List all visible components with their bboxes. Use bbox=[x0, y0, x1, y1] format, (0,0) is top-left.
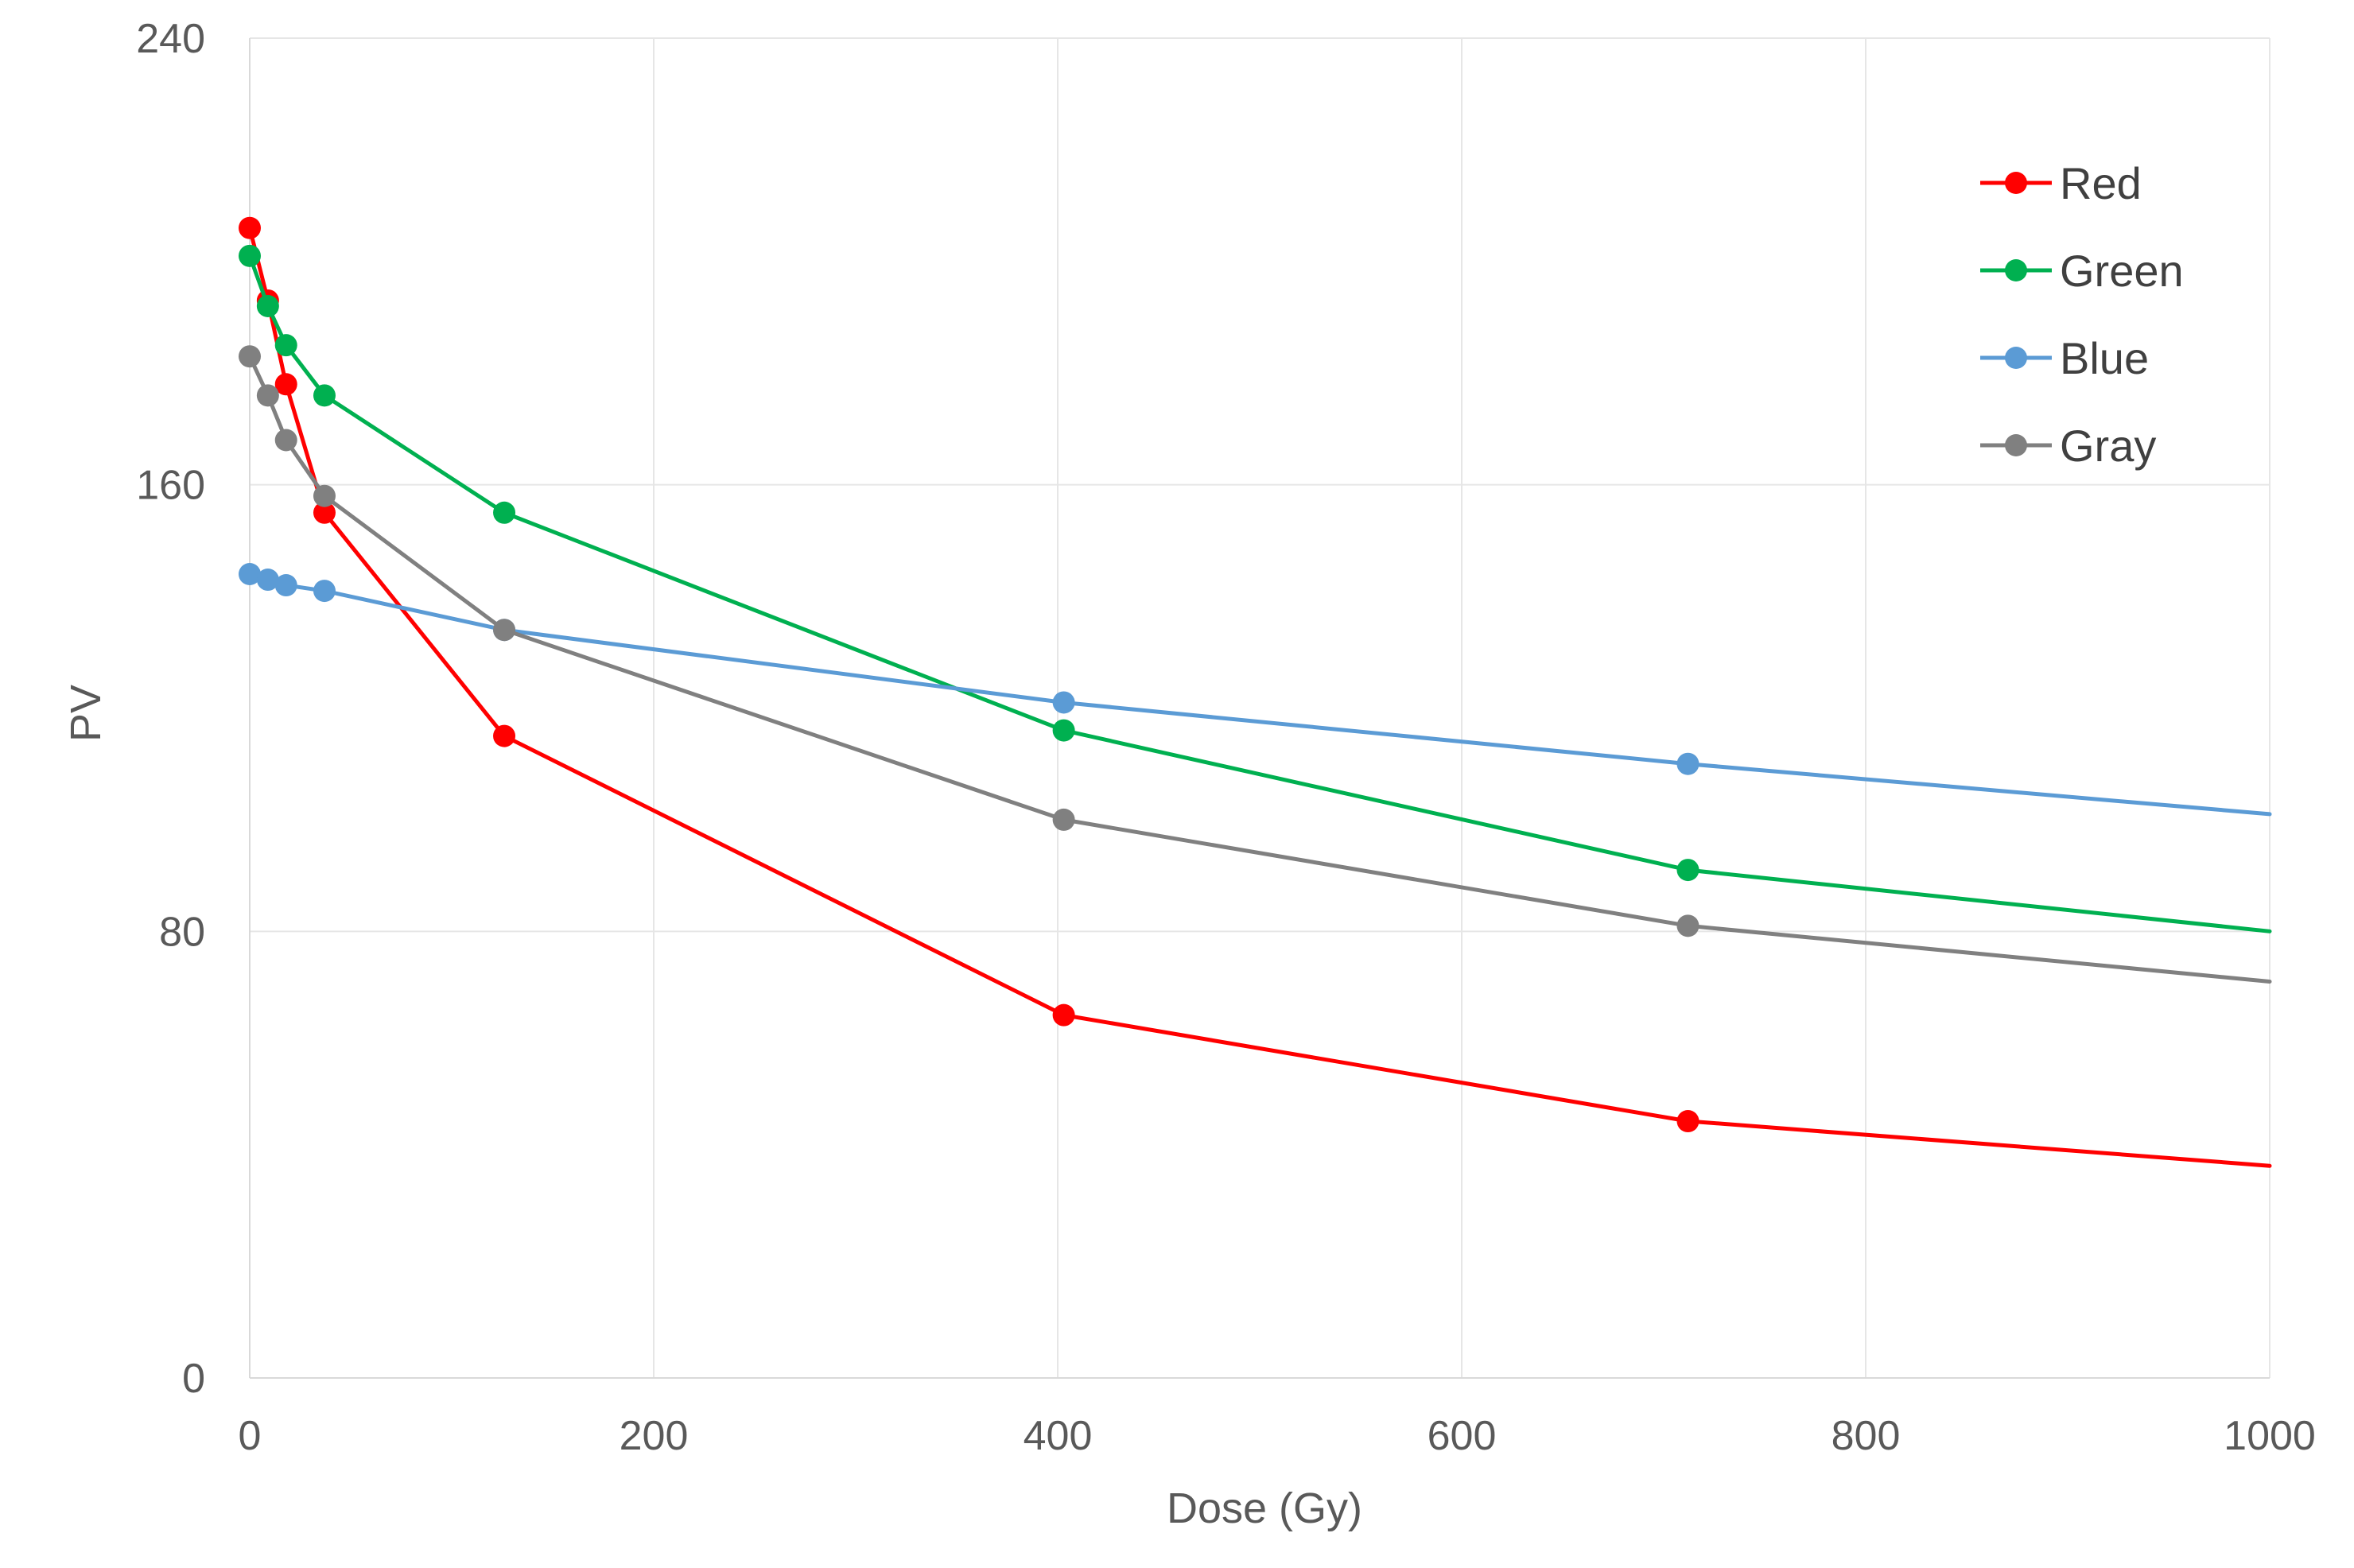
series-line-red bbox=[247, 226, 2272, 1168]
series-line-blue bbox=[247, 572, 2272, 817]
data-point-blue bbox=[274, 574, 297, 597]
data-point-green bbox=[256, 295, 279, 317]
data-point-blue bbox=[256, 569, 279, 592]
data-point-gray bbox=[1676, 914, 1699, 937]
data-point-green bbox=[1052, 719, 1075, 742]
data-point-gray bbox=[239, 345, 261, 368]
legend-label: Red bbox=[2060, 158, 2142, 208]
data-point-gray bbox=[274, 429, 297, 452]
data-point-green bbox=[239, 244, 261, 267]
series-line-green bbox=[247, 254, 2272, 933]
data-point-blue bbox=[313, 580, 336, 603]
axis-layer: 0 200 400 600 800 1000 0 80 160 240 bbox=[136, 16, 2316, 1459]
grid-layer bbox=[250, 37, 2270, 1378]
x-tick-label: 600 bbox=[1428, 1413, 1497, 1459]
x-tick-label: 0 bbox=[239, 1413, 262, 1459]
legend-swatch-marker bbox=[2005, 259, 2027, 281]
x-tick-label: 200 bbox=[620, 1413, 689, 1459]
data-point-red bbox=[274, 373, 297, 396]
legend-label: Blue bbox=[2060, 333, 2149, 383]
data-point-gray bbox=[493, 619, 516, 642]
data-point-green bbox=[274, 334, 297, 357]
legend-label: Gray bbox=[2060, 421, 2156, 471]
data-point-red bbox=[1676, 1110, 1699, 1133]
data-point-red bbox=[313, 501, 336, 524]
x-axis-title: Dose (Gy) bbox=[1167, 1485, 1362, 1532]
data-point-green bbox=[493, 501, 516, 524]
y-axis-title: PV bbox=[62, 685, 110, 742]
data-point-red bbox=[1052, 1003, 1075, 1027]
legend-item-red: Red bbox=[1980, 158, 2142, 208]
data-point-gray bbox=[256, 384, 279, 407]
data-point-blue bbox=[239, 563, 261, 585]
data-point-green bbox=[1676, 859, 1699, 882]
series-blue bbox=[239, 563, 2272, 817]
legend-layer: Red Green Blue Gray bbox=[1980, 158, 2184, 471]
legend-item-blue: Blue bbox=[1980, 333, 2149, 383]
legend-swatch-marker bbox=[2005, 347, 2027, 369]
data-point-gray bbox=[313, 484, 336, 507]
x-tick-label: 1000 bbox=[2224, 1413, 2316, 1459]
series-red bbox=[239, 216, 2272, 1168]
data-point-red bbox=[493, 724, 516, 747]
legend-item-gray: Gray bbox=[1980, 421, 2156, 471]
series-line-gray bbox=[247, 354, 2272, 984]
x-tick-label: 800 bbox=[1832, 1413, 1901, 1459]
series-green bbox=[239, 244, 2272, 933]
y-tick-label: 160 bbox=[136, 463, 205, 509]
legend-swatch-marker bbox=[2005, 434, 2027, 456]
data-point-green bbox=[313, 384, 336, 407]
legend-label: Green bbox=[2060, 246, 2184, 296]
y-tick-label: 240 bbox=[136, 16, 205, 62]
data-point-red bbox=[239, 216, 261, 239]
legend-item-green: Green bbox=[1980, 246, 2184, 296]
y-tick-label: 80 bbox=[159, 909, 205, 955]
x-tick-label: 400 bbox=[1024, 1413, 1093, 1459]
legend-swatch-marker bbox=[2005, 172, 2027, 194]
series-gray bbox=[239, 345, 2272, 984]
data-point-gray bbox=[1052, 808, 1075, 831]
y-tick-label: 0 bbox=[182, 1356, 205, 1402]
series-layer bbox=[239, 216, 2272, 1168]
data-point-blue bbox=[1676, 752, 1699, 775]
data-point-blue bbox=[1052, 691, 1075, 714]
